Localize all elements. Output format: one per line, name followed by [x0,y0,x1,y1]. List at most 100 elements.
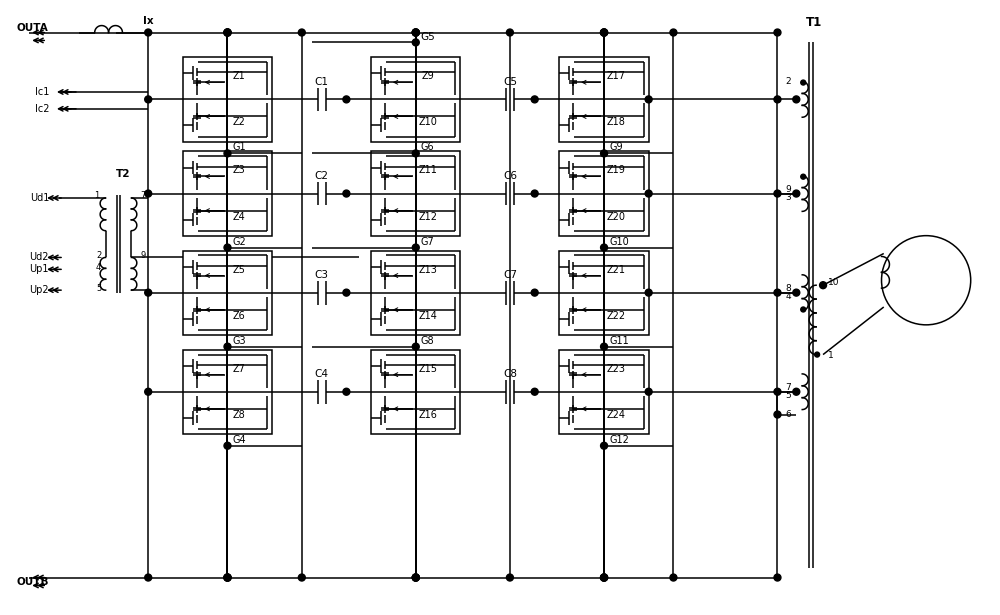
Text: OUTA: OUTA [16,23,48,33]
Text: G6: G6 [421,143,434,153]
Circle shape [145,29,152,36]
Circle shape [224,343,231,350]
Text: 5: 5 [786,391,791,400]
Text: 9: 9 [141,251,146,260]
Circle shape [801,174,806,179]
Circle shape [774,96,781,103]
Circle shape [820,282,827,288]
Circle shape [774,574,781,581]
Circle shape [298,574,305,581]
Circle shape [224,574,231,581]
Text: T2: T2 [116,169,131,179]
Text: Z17: Z17 [606,71,625,81]
Circle shape [224,574,231,581]
Text: 9: 9 [786,185,791,194]
Circle shape [601,244,608,251]
Text: G12: G12 [609,435,629,445]
Text: 3: 3 [786,193,791,202]
Circle shape [774,190,781,197]
Circle shape [601,574,608,581]
Text: Z23: Z23 [606,363,625,374]
Text: Ud1: Ud1 [30,193,49,203]
Circle shape [343,190,350,197]
Circle shape [670,574,677,581]
Circle shape [601,574,608,581]
Circle shape [645,190,652,197]
Circle shape [145,190,152,197]
Circle shape [224,244,231,251]
Bar [183,349,272,434]
Text: 8: 8 [786,284,791,293]
Text: C4: C4 [315,369,329,379]
Circle shape [774,388,781,395]
Circle shape [506,574,513,581]
Circle shape [412,29,419,36]
Text: Ic2: Ic2 [35,104,49,114]
Circle shape [412,574,419,581]
Circle shape [801,307,806,312]
Text: Ix: Ix [143,15,154,26]
Circle shape [506,29,513,36]
Text: G2: G2 [232,237,246,247]
Text: Z10: Z10 [418,117,437,127]
Text: C2: C2 [315,171,329,181]
Bar [559,250,649,335]
Text: Z24: Z24 [606,410,625,420]
Circle shape [815,352,820,357]
Bar [559,57,649,141]
Circle shape [343,96,350,103]
Text: C6: C6 [503,171,517,181]
Text: Z13: Z13 [418,264,437,274]
Text: Ud2: Ud2 [30,252,49,263]
Circle shape [412,29,419,36]
Circle shape [774,29,781,36]
Text: Z5: Z5 [233,264,246,274]
Circle shape [145,574,152,581]
Circle shape [670,29,677,36]
Text: 4: 4 [786,292,791,301]
Text: G10: G10 [609,237,629,247]
Circle shape [224,574,231,581]
Circle shape [601,29,608,36]
Circle shape [412,343,419,350]
Circle shape [343,388,350,395]
Circle shape [224,29,231,36]
Text: Z16: Z16 [418,410,437,420]
Circle shape [601,150,608,157]
Text: Z1: Z1 [233,71,246,81]
Circle shape [412,574,419,581]
Text: G4: G4 [232,435,246,445]
Circle shape [145,289,152,296]
Circle shape [531,96,538,103]
Text: Z15: Z15 [418,363,437,374]
Text: 6: 6 [786,410,791,419]
Circle shape [531,388,538,395]
Circle shape [601,574,608,581]
Circle shape [412,574,419,581]
Text: C7: C7 [503,270,517,280]
Circle shape [224,29,231,36]
Circle shape [601,29,608,36]
Circle shape [793,190,800,197]
Circle shape [298,29,305,36]
Bar [183,57,272,141]
Bar [371,57,460,141]
Text: Z3: Z3 [233,165,246,175]
Text: 1: 1 [828,351,834,360]
Circle shape [601,29,608,36]
Text: Z9: Z9 [421,71,434,81]
Text: C8: C8 [503,369,517,379]
Circle shape [412,39,419,46]
Text: Z6: Z6 [233,311,246,320]
Circle shape [645,289,652,296]
Text: G3: G3 [232,336,246,346]
Circle shape [412,244,419,251]
Text: G11: G11 [609,336,629,346]
Text: Z4: Z4 [233,212,246,221]
Text: Z7: Z7 [233,363,246,374]
Circle shape [645,388,652,395]
Text: Z12: Z12 [418,212,437,221]
Text: Z19: Z19 [607,165,625,175]
Circle shape [224,574,231,581]
Bar [371,349,460,434]
